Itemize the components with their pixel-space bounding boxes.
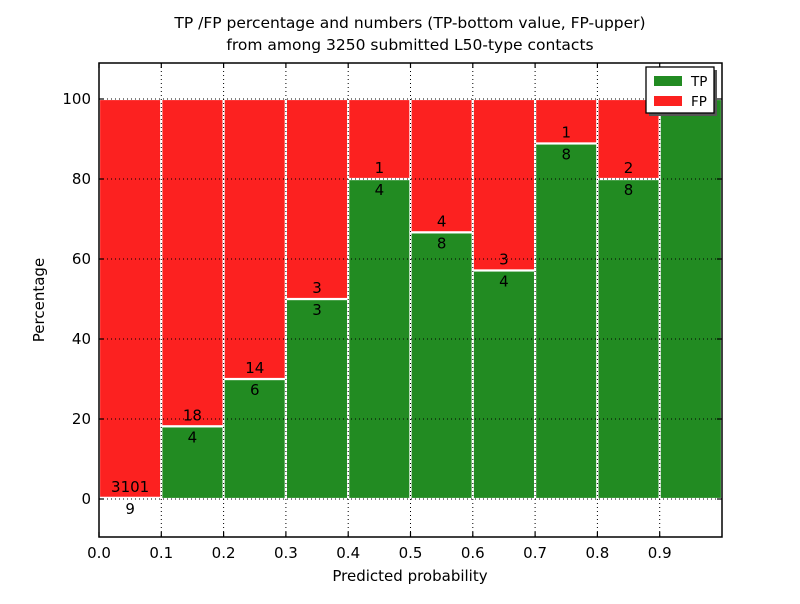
x-tick-label: 0.1: [149, 544, 173, 562]
fp-bar-segment: [409, 97, 474, 234]
fp-count-label: 3: [499, 250, 509, 268]
fp-bar-segment: [222, 97, 288, 381]
legend-tp-swatch: [654, 76, 682, 86]
tp-bar-segment: [471, 269, 537, 501]
bar-series-group: [97, 97, 724, 501]
tp-count-label: 8: [624, 181, 634, 199]
legend-fp-swatch: [654, 96, 682, 106]
tp-count-label: 8: [561, 145, 571, 163]
tp-count-label: 9: [125, 500, 135, 518]
fp-count-label: 2: [624, 159, 634, 177]
tp-bar-segment: [284, 297, 350, 501]
tp-count-label: 8: [437, 234, 447, 252]
x-tick-label: 0.9: [648, 544, 672, 562]
chart-title-line1: TP /FP percentage and numbers (TP-bottom…: [173, 14, 645, 32]
tp-count-label: 6: [250, 381, 260, 399]
tp-bar-segment: [409, 231, 474, 501]
tp-count-label: 4: [499, 272, 509, 290]
y-tick-label: 20: [72, 410, 91, 428]
tick-marks-group: [98, 63, 722, 537]
fp-count-label: 18: [183, 406, 202, 424]
tp-bar-segment: [533, 142, 599, 501]
chart-title-line2: from among 3250 submitted L50-type conta…: [226, 36, 593, 54]
fp-bar-segment: [471, 97, 537, 272]
x-axis-label: Predicted probability: [332, 567, 487, 585]
fp-count-label: 1: [561, 123, 571, 141]
y-tick-label: 100: [62, 90, 91, 108]
tp-count-label: 4: [375, 181, 385, 199]
fp-count-label: 3101: [111, 478, 149, 496]
x-tick-label: 0.0: [87, 544, 111, 562]
gridlines-group: [99, 63, 722, 537]
fp-bar-segment: [160, 97, 225, 428]
fp-count-label: 3: [312, 279, 322, 297]
fp-count-label: 4: [437, 212, 447, 230]
fp-count-label: 1: [375, 159, 385, 177]
x-tick-label: 0.7: [523, 544, 547, 562]
y-axis-label: Percentage: [30, 258, 48, 342]
y-tick-label: 40: [72, 330, 91, 348]
bar-count-labels-group: 3101918414633144834182849: [111, 101, 700, 518]
x-tick-label: 0.8: [585, 544, 609, 562]
tick-labels-group: 0.0 0.1 0.2 0.3 0.4 0.5 0.6 0.7 0.8 0.9 0 20 40 60 80 1…: [62, 90, 671, 562]
legend: TP FP: [645, 66, 717, 116]
legend-fp-label: FP: [691, 94, 707, 110]
fp-bar-segment: [533, 97, 599, 145]
fp-bar-segment: [284, 97, 350, 301]
x-tick-label: 0.4: [336, 544, 360, 562]
tp-count-label: 4: [188, 428, 198, 446]
x-tick-label: 0.5: [399, 544, 423, 562]
tp-bar-segment: [658, 97, 724, 501]
x-tick-label: 0.3: [274, 544, 298, 562]
tp-count-label: 3: [312, 301, 322, 319]
tp-bar-segment: [596, 177, 661, 501]
y-tick-label: 80: [72, 170, 91, 188]
y-tick-label: 0: [81, 490, 91, 508]
x-tick-label: 0.2: [212, 544, 236, 562]
fp-count-label: 14: [245, 359, 264, 377]
fp-bar-segment: [97, 97, 163, 499]
x-tick-label: 0.6: [461, 544, 485, 562]
y-tick-label: 60: [72, 250, 91, 268]
fp-bar-segment: [347, 97, 412, 181]
legend-tp-label: TP: [690, 74, 707, 90]
